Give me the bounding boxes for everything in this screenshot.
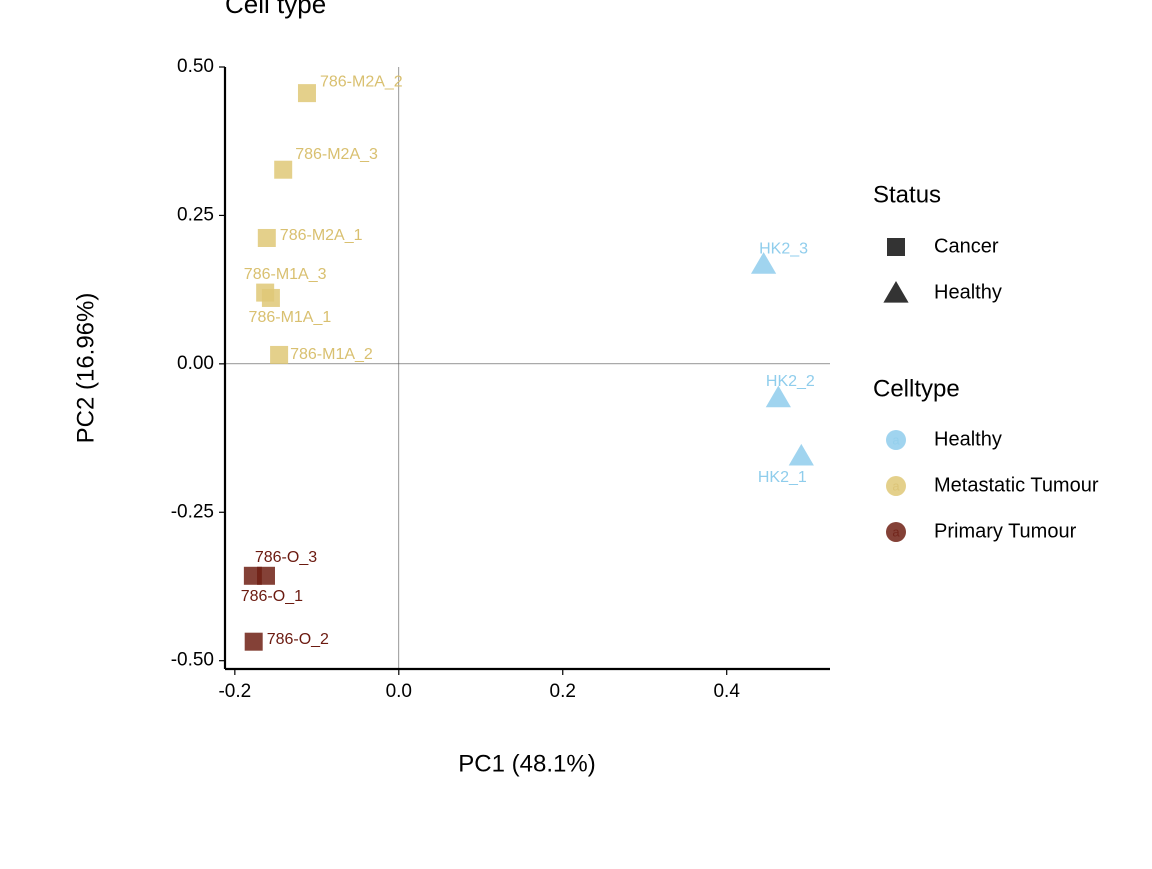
legend-label: Healthy <box>934 281 1002 303</box>
legend-title: Celltype <box>873 375 960 402</box>
x-tick-label: -0.2 <box>218 681 251 702</box>
chart-title: Cell type <box>225 0 326 19</box>
data-point <box>274 160 293 179</box>
legend-key <box>883 281 909 303</box>
legend-title: Status <box>873 181 941 208</box>
point-label: 786-M2A_3 <box>295 146 378 163</box>
legend-key-label: a <box>892 478 900 493</box>
point-label: HK2_1 <box>758 469 807 486</box>
legend-key <box>886 430 906 450</box>
data-point <box>750 252 777 274</box>
y-tick-label: 0.25 <box>177 204 214 225</box>
y-tick-label: 0.00 <box>177 353 214 374</box>
point-label: 786-M2A_1 <box>280 227 363 244</box>
point-label: 786-M1A_2 <box>290 346 373 363</box>
data-point <box>765 385 791 408</box>
y-tick-label: -0.50 <box>171 650 214 671</box>
legend-key-label: a <box>892 524 900 539</box>
legend-label: Metastatic Tumour <box>934 474 1099 496</box>
legend-key <box>887 238 905 256</box>
y-tick-label: 0.50 <box>177 56 214 77</box>
data-point <box>788 443 814 466</box>
y-axis-title: PC2 (16.96%) <box>72 293 99 444</box>
data-point <box>270 345 289 364</box>
point-label: 786-M2A_2 <box>320 73 403 90</box>
legend-key <box>886 522 906 542</box>
point-label: HK2_3 <box>759 240 808 257</box>
data-point <box>243 566 262 585</box>
legend-label: Healthy <box>934 428 1002 450</box>
data-point <box>257 228 276 247</box>
x-axis-title: PC1 (48.1%) <box>458 750 595 777</box>
data-point <box>244 632 263 651</box>
y-tick-label: -0.25 <box>171 501 214 522</box>
x-tick-label: 0.0 <box>386 681 412 702</box>
x-tick-label: 0.2 <box>550 681 576 702</box>
point-label: 786-O_1 <box>241 588 303 605</box>
data-point <box>261 288 280 307</box>
point-label: 786-O_2 <box>267 631 329 648</box>
point-label: 786-M1A_1 <box>249 309 332 326</box>
legend-key-label: a <box>892 432 900 447</box>
legend-label: Primary Tumour <box>934 520 1077 542</box>
data-point <box>297 84 316 103</box>
point-label: 786-O_3 <box>255 549 317 566</box>
legend-key <box>886 476 906 496</box>
point-label: 786-M1A_3 <box>244 266 327 283</box>
point-label: HK2_2 <box>766 373 815 390</box>
x-tick-label: 0.4 <box>713 681 740 702</box>
legend-label: Cancer <box>934 235 999 257</box>
